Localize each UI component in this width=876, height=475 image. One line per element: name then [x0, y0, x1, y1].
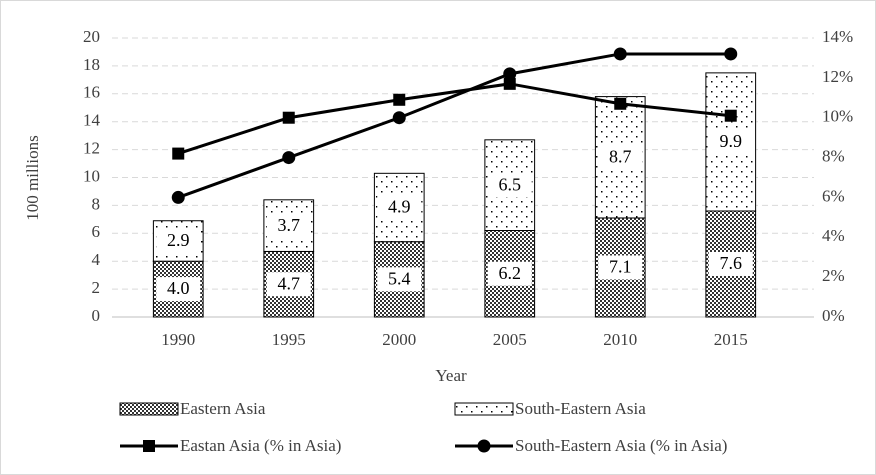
- y-axis-label: 100 millions: [23, 135, 42, 220]
- line-marker: [613, 47, 627, 61]
- data-label: 4.0: [167, 278, 190, 298]
- data-label-bg: [266, 272, 311, 297]
- legend-marker: [477, 439, 491, 453]
- line-marker: [503, 77, 516, 90]
- line-marker: [282, 151, 296, 165]
- y-tick-label: 4: [92, 250, 101, 269]
- y2-tick-label: 0%: [822, 306, 845, 325]
- y-tick-label: 2: [92, 278, 101, 297]
- y-tick-label: 12: [83, 139, 100, 158]
- x-tick-label: 2005: [493, 330, 527, 349]
- y2-tick-label: 10%: [822, 107, 853, 126]
- x-axis-label: Year: [435, 366, 467, 385]
- data-label-bg: [266, 213, 311, 238]
- x-tick-label: 1990: [161, 330, 195, 349]
- y2-tick-label: 6%: [822, 186, 845, 205]
- data-label: 6.5: [499, 174, 522, 194]
- data-label: 4.9: [388, 197, 411, 217]
- data-label-bg: [377, 195, 422, 220]
- data-label: 2.9: [167, 230, 190, 250]
- data-label-bg: [156, 277, 201, 302]
- y-tick-label: 20: [83, 27, 100, 46]
- data-label: 7.6: [720, 253, 743, 273]
- y-tick-label: 0: [92, 306, 101, 325]
- data-label: 9.9: [720, 131, 743, 151]
- legend-swatch: [454, 402, 514, 416]
- legend-swatch: [119, 402, 179, 416]
- line-marker: [282, 111, 295, 124]
- line-marker: [614, 97, 627, 110]
- data-label-bg: [598, 145, 643, 170]
- data-label: 6.2: [499, 263, 522, 283]
- legend-entry: Eastern Asia: [180, 399, 266, 418]
- line-marker: [172, 147, 185, 160]
- data-label-bg: [377, 267, 422, 292]
- line-marker: [503, 67, 517, 81]
- data-label: 8.7: [609, 146, 632, 166]
- y2-tick-label: 14%: [822, 27, 853, 46]
- y2-tick-label: 8%: [822, 146, 845, 165]
- legend-entry: South-Eastern Asia: [515, 399, 646, 418]
- y-tick-label: 6: [92, 222, 101, 241]
- line-marker: [724, 47, 738, 61]
- data-label-bg: [156, 228, 201, 253]
- data-label: 3.7: [278, 215, 301, 235]
- data-label: 5.4: [388, 268, 411, 288]
- data-label-bg: [487, 173, 532, 198]
- data-label-bg: [598, 255, 643, 280]
- x-tick-label: 2010: [603, 330, 637, 349]
- y2-tick-label: 2%: [822, 266, 845, 285]
- data-label-bg: [708, 129, 753, 154]
- line-marker: [724, 109, 737, 122]
- line-marker: [171, 190, 185, 204]
- y-tick-label: 18: [83, 55, 100, 74]
- x-tick-label: 1995: [272, 330, 306, 349]
- data-label-bg: [487, 261, 532, 286]
- y2-tick-label: 4%: [822, 226, 845, 245]
- legend-entry: South-Eastern Asia (% in Asia): [515, 436, 727, 455]
- y-tick-label: 14: [83, 111, 101, 130]
- y-tick-label: 10: [83, 166, 100, 185]
- data-label-bg: [708, 251, 753, 276]
- line-marker: [393, 93, 406, 106]
- y-tick-label: 8: [92, 194, 101, 213]
- x-tick-label: 2015: [714, 330, 748, 349]
- data-label: 7.1: [609, 257, 632, 277]
- data-label: 4.7: [278, 273, 301, 293]
- y-tick-label: 16: [83, 83, 100, 102]
- legend-entry: Eastan Asia (% in Asia): [180, 436, 341, 455]
- line: [177, 52, 731, 199]
- y2-tick-label: 12%: [822, 67, 853, 86]
- line-marker: [392, 111, 406, 125]
- x-tick-label: 2000: [382, 330, 416, 349]
- line: [177, 82, 731, 156]
- legend-marker: [143, 440, 155, 452]
